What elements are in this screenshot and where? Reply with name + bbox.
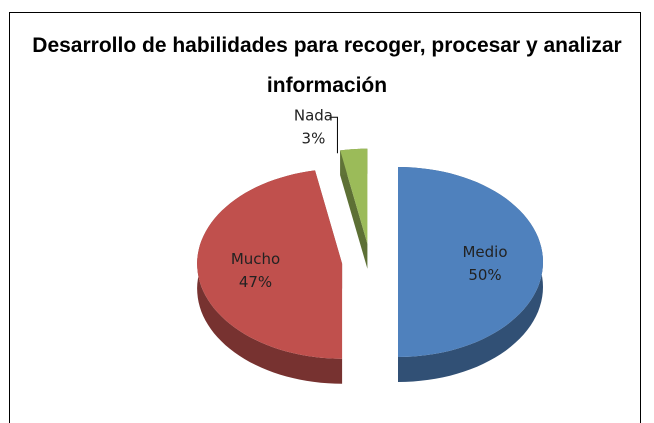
data-label-category: Medio (462, 243, 507, 261)
chart-frame (9, 12, 641, 423)
slice-top (398, 167, 543, 357)
chart-title: Desarrollo de habilidades para recoger, … (32, 34, 622, 97)
data-label-value: 50% (468, 266, 501, 284)
data-label-category: Nada (294, 106, 333, 124)
pie-slice (340, 148, 368, 269)
data-label-value: 3% (302, 129, 326, 147)
leader-line (329, 116, 338, 154)
slice-top (340, 148, 368, 244)
pie-slice (398, 167, 543, 382)
pie-slice (197, 170, 343, 384)
slice-top (197, 170, 343, 359)
data-label-category: Mucho (231, 250, 280, 268)
data-label-value: 47% (239, 273, 272, 291)
slice-side (340, 150, 368, 269)
